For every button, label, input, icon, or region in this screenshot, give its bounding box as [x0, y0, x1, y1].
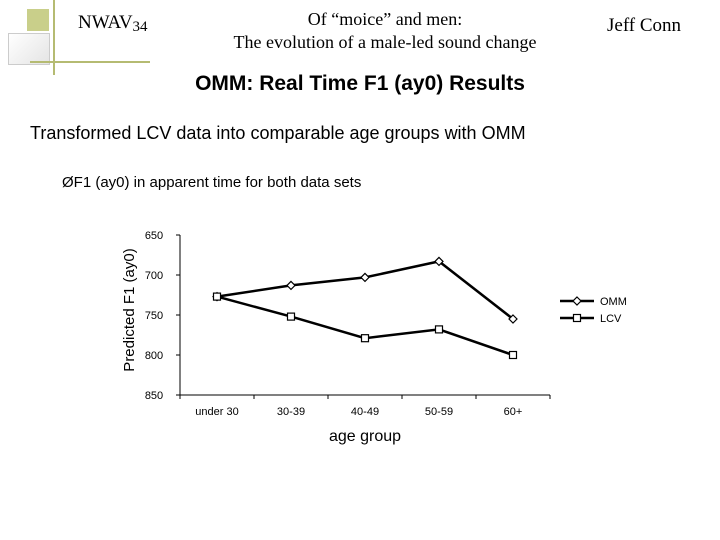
decorative-white-square — [8, 33, 50, 65]
y-tick-label: 700 — [145, 270, 163, 282]
talk-title-line1: Of “moice” and men: — [307, 9, 463, 29]
y-tick-label: 750 — [145, 310, 163, 322]
data-point-omm — [360, 272, 370, 283]
talk-title: Of “moice” and men: The evolution of a m… — [190, 8, 580, 54]
conference-number: 34 — [132, 19, 148, 35]
legend-marker-lcv — [572, 313, 582, 323]
decorative-horizontal-line — [30, 61, 150, 63]
conference-name: NWAV — [78, 12, 133, 33]
data-point-lcv — [508, 350, 518, 360]
y-tick-label: 800 — [145, 350, 163, 362]
data-point-lcv — [286, 312, 296, 321]
line-chart: 650 700 750 800 850 under 30 30-39 40-49 50-59 60… — [121, 230, 627, 445]
data-point-lcv — [434, 325, 444, 334]
legend-label-omm: OMM — [600, 296, 627, 308]
y-tick-label: 850 — [145, 390, 163, 402]
author-name: Jeff Conn — [607, 15, 682, 36]
y-tick-label: 650 — [145, 230, 163, 242]
x-axis-title: age group — [329, 428, 401, 445]
data-point-omm — [508, 314, 518, 324]
slide-heading: OMM: Real Time F1 (ay0) Results — [195, 72, 525, 95]
bullet-item: ØF1 (ay0) in apparent time for both data… — [62, 174, 361, 191]
data-point-omm — [286, 280, 296, 291]
intro-text: Transformed LCV data into comparable age… — [30, 123, 526, 143]
legend-marker-omm — [572, 296, 582, 306]
x-tick-label: 30-39 — [277, 406, 305, 418]
x-tick-label: 40-49 — [351, 406, 379, 418]
series-line-omm — [216, 260, 514, 320]
series-line-lcv — [216, 295, 514, 357]
x-tick-label: under 30 — [195, 406, 238, 418]
x-tick-label: 60+ — [504, 406, 523, 418]
talk-title-line2: The evolution of a male-led sound change — [233, 32, 537, 52]
decorative-vertical-line — [53, 0, 55, 75]
legend-label-lcv: LCV — [600, 313, 622, 325]
data-point-omm — [434, 256, 444, 267]
y-axis-title: Predicted F1 (ay0) — [121, 248, 138, 371]
bullet-marker: Ø — [62, 174, 74, 191]
data-point-lcv — [360, 334, 370, 343]
data-point-lcv — [212, 292, 222, 301]
x-tick-label: 50-59 — [425, 406, 453, 418]
decorative-olive-square — [27, 9, 49, 31]
conference-title: NWAV34 — [78, 12, 148, 36]
bullet-text: F1 (ay0) in apparent time for both data … — [73, 174, 362, 191]
